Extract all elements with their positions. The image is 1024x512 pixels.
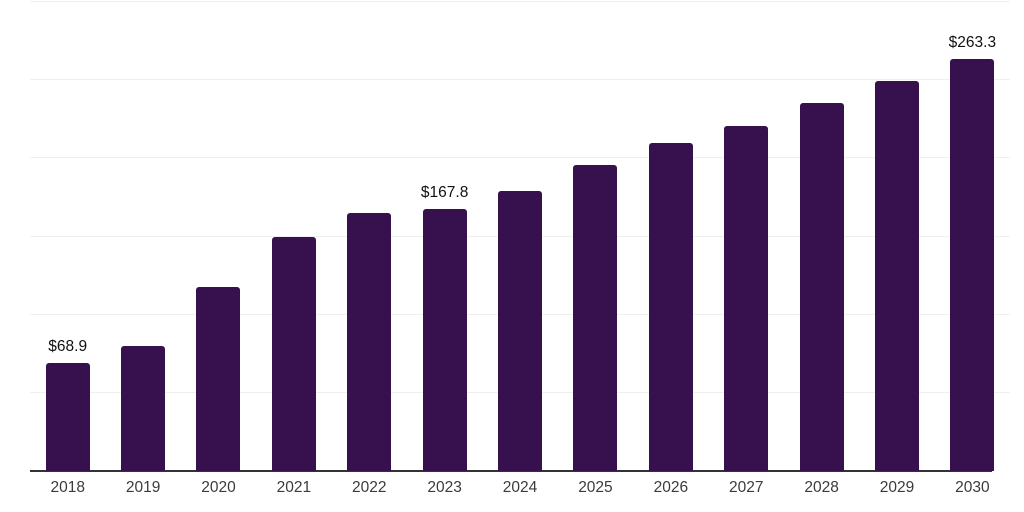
- bar-value-label-2018: $68.9: [48, 338, 88, 356]
- x-tick-label-2025: 2025: [578, 479, 613, 496]
- bar-2026: [648, 143, 693, 471]
- bar-2029: [874, 80, 919, 471]
- gridline-250: [30, 79, 1010, 81]
- bars-container: $68.9 $167.8 $263.3: [30, 2, 1010, 471]
- bar-2018: [45, 363, 90, 471]
- bar-cell-2019: [105, 2, 180, 471]
- x-tick-label-2028: 2028: [804, 479, 839, 496]
- x-tick-label-2023: 2023: [427, 479, 462, 496]
- bar-2025: [573, 164, 618, 471]
- gridline-200: [30, 157, 1010, 159]
- bar-cell-2029: [859, 2, 934, 471]
- bar-2022: [347, 212, 392, 471]
- x-tick-label-2021: 2021: [276, 479, 312, 496]
- x-tick-label-2030: 2030: [955, 479, 990, 496]
- bar-value-label-2023: $167.8: [420, 183, 469, 201]
- bar-2027: [724, 125, 769, 471]
- bar-cell-2028: [784, 2, 859, 471]
- bar-value-label-2030: $263.3: [948, 34, 997, 52]
- bar-cell-2018: $68.9: [30, 2, 105, 471]
- x-tick-label-2029: 2029: [879, 479, 915, 496]
- x-axis-tick-labels: 2018 2019 2020 2021 2022 2023 2024 2025 2026 2027…: [30, 479, 1010, 497]
- bar-cell-2027: [709, 2, 784, 471]
- bar-2028: [799, 103, 844, 471]
- x-tick-label-2020: 2020: [201, 479, 236, 496]
- bar-cell-2024: [482, 2, 557, 471]
- bar-2021: [271, 237, 316, 471]
- x-tick-label-2019: 2019: [125, 479, 161, 496]
- x-axis-line: [30, 470, 992, 472]
- bar-2019: [121, 346, 166, 471]
- bar-2023: [422, 208, 467, 471]
- x-tick-label-2018: 2018: [50, 479, 85, 496]
- bar-cell-2021: [256, 2, 331, 471]
- bar-cell-2023: $167.8: [407, 2, 482, 471]
- bar-cell-2025: [558, 2, 633, 471]
- x-tick-label-2022: 2022: [352, 479, 387, 496]
- x-tick-label-2026: 2026: [653, 479, 689, 496]
- bar-cell-2020: [181, 2, 256, 471]
- bar-cell-2022: [332, 2, 407, 471]
- bar-2020: [196, 286, 241, 471]
- x-tick-label-2024: 2024: [502, 479, 538, 496]
- gridline-300: [30, 1, 1010, 2]
- bar-2024: [498, 190, 543, 471]
- bar-cell-2030: $263.3: [935, 2, 1010, 471]
- plot-area: $68.9 $167.8 $263.3: [30, 1, 1010, 472]
- x-tick-label-2027: 2027: [728, 479, 764, 496]
- bar-2030: [950, 59, 995, 471]
- bar-cell-2026: [633, 2, 708, 471]
